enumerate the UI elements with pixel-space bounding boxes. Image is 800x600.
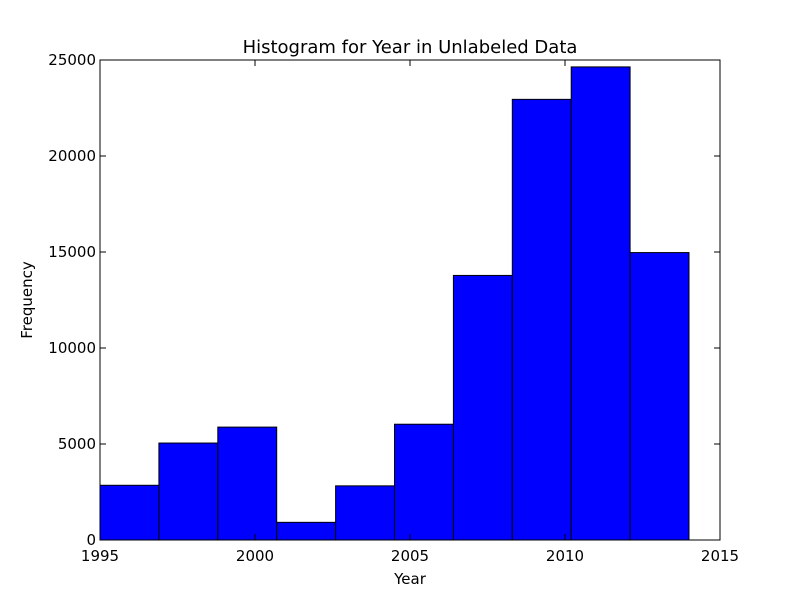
- histogram-bar-1: [158, 442, 219, 541]
- chart-title: Histogram for Year in Unlabeled Data: [243, 37, 578, 58]
- y-axis-title: Frequency: [18, 261, 36, 339]
- y-tick-label-0: 0: [86, 531, 96, 549]
- histogram-bar-0: [99, 484, 160, 541]
- histogram-bar-3: [276, 521, 337, 541]
- x-tick-label-3: 2010: [546, 547, 584, 565]
- histogram-bar-7: [511, 98, 572, 541]
- x-tick-label-1: 2000: [236, 547, 274, 565]
- ticks-group: 1995 2000 2005 2010 2015 0 5000 10000 15000 20000…: [48, 51, 739, 565]
- histogram-bar-9: [629, 252, 690, 541]
- y-tick-label-3: 15000: [48, 243, 96, 261]
- y-tick-label-1: 5000: [58, 435, 96, 453]
- histogram-bar-2: [217, 426, 278, 541]
- y-tick-label-4: 20000: [48, 147, 96, 165]
- y-tick-label-5: 25000: [48, 51, 96, 69]
- bars-group: [99, 66, 690, 541]
- x-tick-label-4: 2015: [701, 547, 739, 565]
- x-axis-title: Year: [393, 570, 427, 588]
- histogram-bar-5: [394, 423, 454, 541]
- histogram-bar-4: [335, 485, 396, 541]
- x-tick-label-0: 1995: [81, 547, 119, 565]
- histogram-bar-6: [452, 274, 513, 541]
- histogram-bar-8: [570, 66, 631, 541]
- y-tick-label-2: 10000: [48, 339, 96, 357]
- plot-frame: [99, 59, 721, 541]
- x-tick-label-2: 2005: [391, 547, 429, 565]
